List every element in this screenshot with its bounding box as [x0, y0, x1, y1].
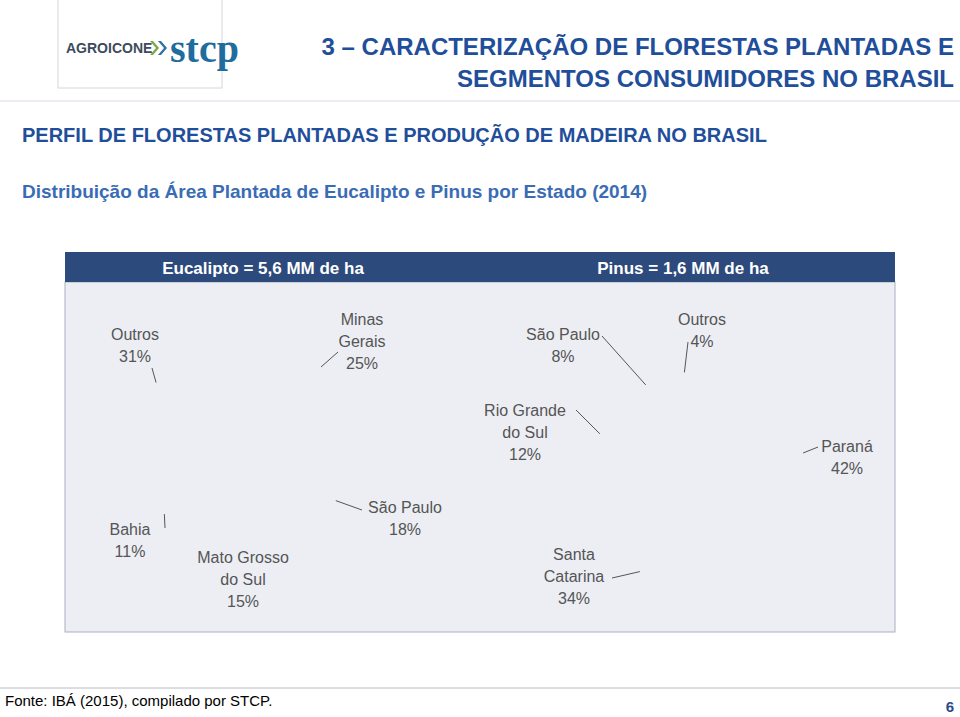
- slice-category-label: Outros: [678, 311, 726, 328]
- leader-line: [152, 368, 156, 383]
- pie-labels: Paraná 42% SantaCatarina 34% Rio Grandedo Su…: [484, 311, 873, 607]
- section-title: PERFIL DE FLORESTAS PLANTADAS E PRODUÇÃO…: [22, 124, 767, 146]
- leader-line: [164, 514, 166, 528]
- slice-value-label: 11%: [115, 543, 146, 560]
- panel-header: [65, 252, 895, 282]
- header-rule: [0, 101, 960, 102]
- panel-body: [65, 282, 895, 632]
- leader-line: [321, 352, 338, 367]
- leader-line: [612, 572, 640, 578]
- slice-category-label: Rio Grandedo Sul: [484, 402, 566, 441]
- slice-category-label: Bahia: [110, 521, 151, 538]
- slice-value-label: 18%: [389, 521, 421, 538]
- title-line: SEGMENTOS CONSUMIDORES NO BRASIL: [457, 65, 954, 92]
- slide: AGROICONE stcp 3 – CARACTERIZAÇÃO DE FLORE…: [0, 0, 960, 717]
- page-number: 6: [946, 698, 954, 715]
- logo-left: AGROICONE: [66, 40, 152, 56]
- slice-value-label: 31%: [119, 348, 151, 365]
- leader-line: [336, 501, 362, 510]
- logo-right: stcp: [170, 26, 239, 71]
- leader-line: [602, 336, 646, 385]
- slice-category-label: São Paulo: [368, 499, 442, 516]
- logo-chevron: [150, 41, 159, 55]
- logo: AGROICONE stcp: [58, 0, 239, 88]
- slice-value-label: 25%: [346, 355, 378, 372]
- slice-value-label: 4%: [690, 333, 713, 350]
- slice-category-label: Paraná: [821, 438, 873, 455]
- leader-line: [684, 342, 688, 372]
- slice-value-label: 15%: [227, 593, 259, 610]
- leader-line: [576, 410, 600, 434]
- slice-value-label: 8%: [551, 348, 574, 365]
- subtitle: Distribuição da Área Plantada de Eucalip…: [22, 181, 647, 202]
- slice-value-label: 42%: [831, 460, 863, 477]
- logo-chevron: [158, 41, 167, 55]
- slice-category-label: Mato Grossodo Sul: [197, 549, 289, 588]
- slice-category-label: Outros: [111, 326, 159, 343]
- leader-line: [803, 447, 818, 453]
- slice-category-label: São Paulo: [526, 326, 600, 343]
- slice-value-label: 12%: [509, 446, 541, 463]
- footer-rule: [0, 688, 960, 689]
- pie-labels: MinasGerais 25% São Paulo 18% Mato Grossodo …: [110, 311, 442, 610]
- slice-category-label: MinasGerais: [338, 311, 385, 350]
- source-note: Fonte: IBÁ (2015), compilado por STCP.: [5, 692, 272, 709]
- slice-value-label: 34%: [558, 590, 590, 607]
- chart-title: Pinus = 1,6 MM de ha: [597, 259, 769, 278]
- title-line: 3 – CARACTERIZAÇÃO DE FLORESTAS PLANTADA…: [322, 33, 954, 60]
- chart-title: Eucalipto = 5,6 MM de ha: [162, 259, 364, 278]
- slice-category-label: SantaCatarina: [544, 546, 605, 585]
